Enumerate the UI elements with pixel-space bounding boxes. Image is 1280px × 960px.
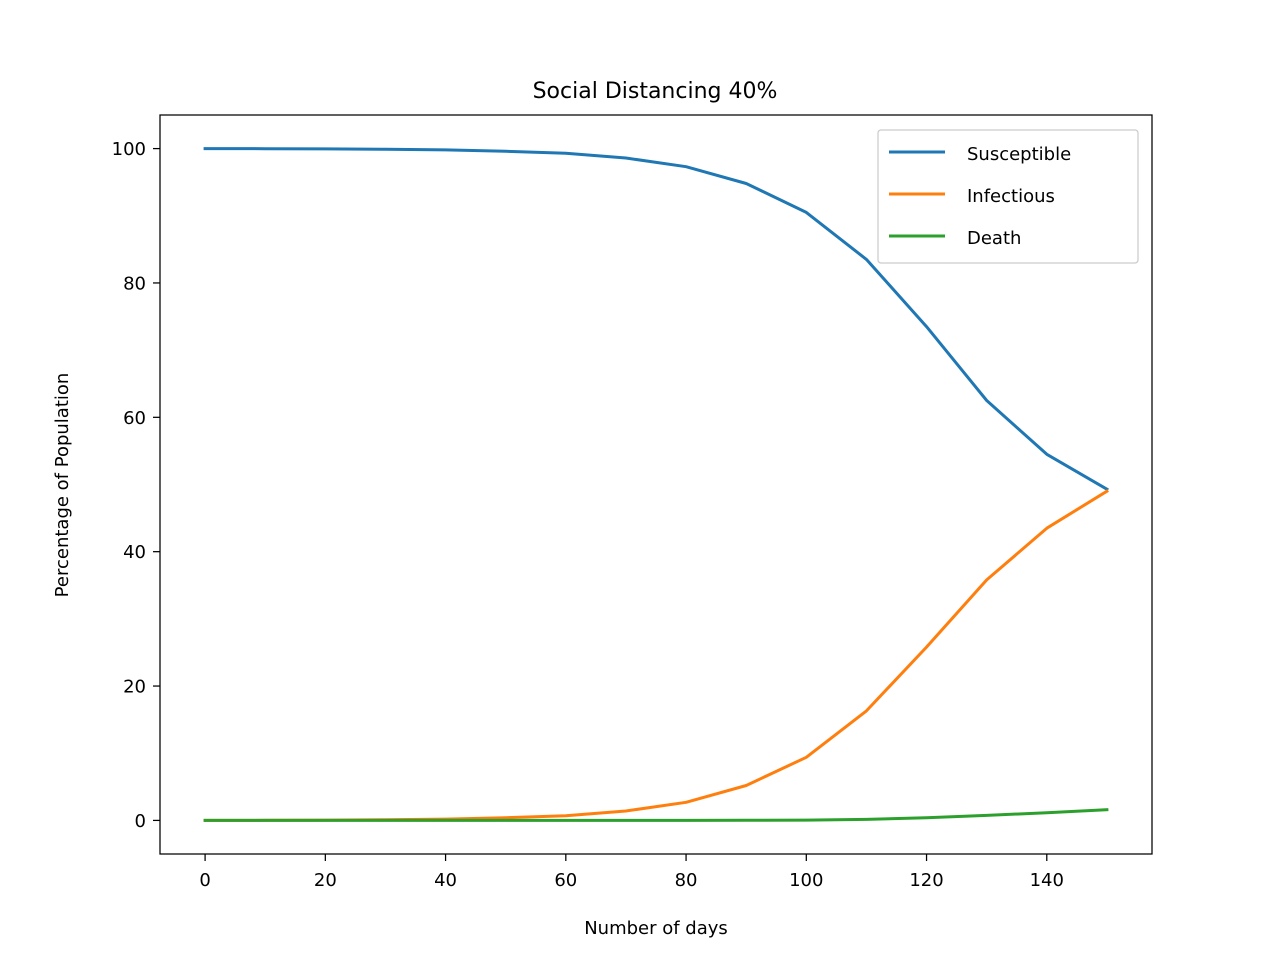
y-tick-label: 20 (123, 677, 146, 698)
y-tick-label: 60 (123, 408, 146, 429)
x-tick-label: 140 (1030, 870, 1064, 891)
y-tick-label: 40 (123, 542, 146, 563)
x-axis-label: Number of days (584, 918, 728, 939)
axes-frame (159, 114, 1153, 855)
series-layer (203, 147, 1109, 822)
x-tick-label: 20 (314, 870, 337, 891)
series-line-death (203, 808, 1109, 822)
x-tick-label: 40 (434, 870, 457, 891)
x-tick-label: 80 (675, 870, 698, 891)
y-axis-ticks: 0 20 40 60 80 100 (112, 139, 160, 832)
legend: Susceptible Infectious Death (877, 129, 1139, 264)
legend-frame (877, 129, 1139, 264)
legend-label-infectious: Infectious (967, 186, 1055, 207)
x-tick-label: 0 (199, 870, 210, 891)
y-tick-label: 80 (123, 273, 146, 294)
x-axis-ticks: 0 20 40 60 80 100 120 140 (199, 854, 1064, 891)
legend-label-death: Death (967, 228, 1021, 249)
x-tick-label: 100 (789, 870, 823, 891)
y-axis-label: Percentage of Population (52, 373, 73, 598)
series-line-susceptible (203, 147, 1109, 492)
legend-label-susceptible: Susceptible (967, 144, 1071, 165)
chart-title: Social Distancing 40% (533, 79, 778, 104)
y-tick-label: 100 (112, 139, 146, 160)
x-tick-label: 120 (909, 870, 943, 891)
y-tick-label: 0 (135, 811, 146, 832)
x-tick-label: 60 (554, 870, 577, 891)
